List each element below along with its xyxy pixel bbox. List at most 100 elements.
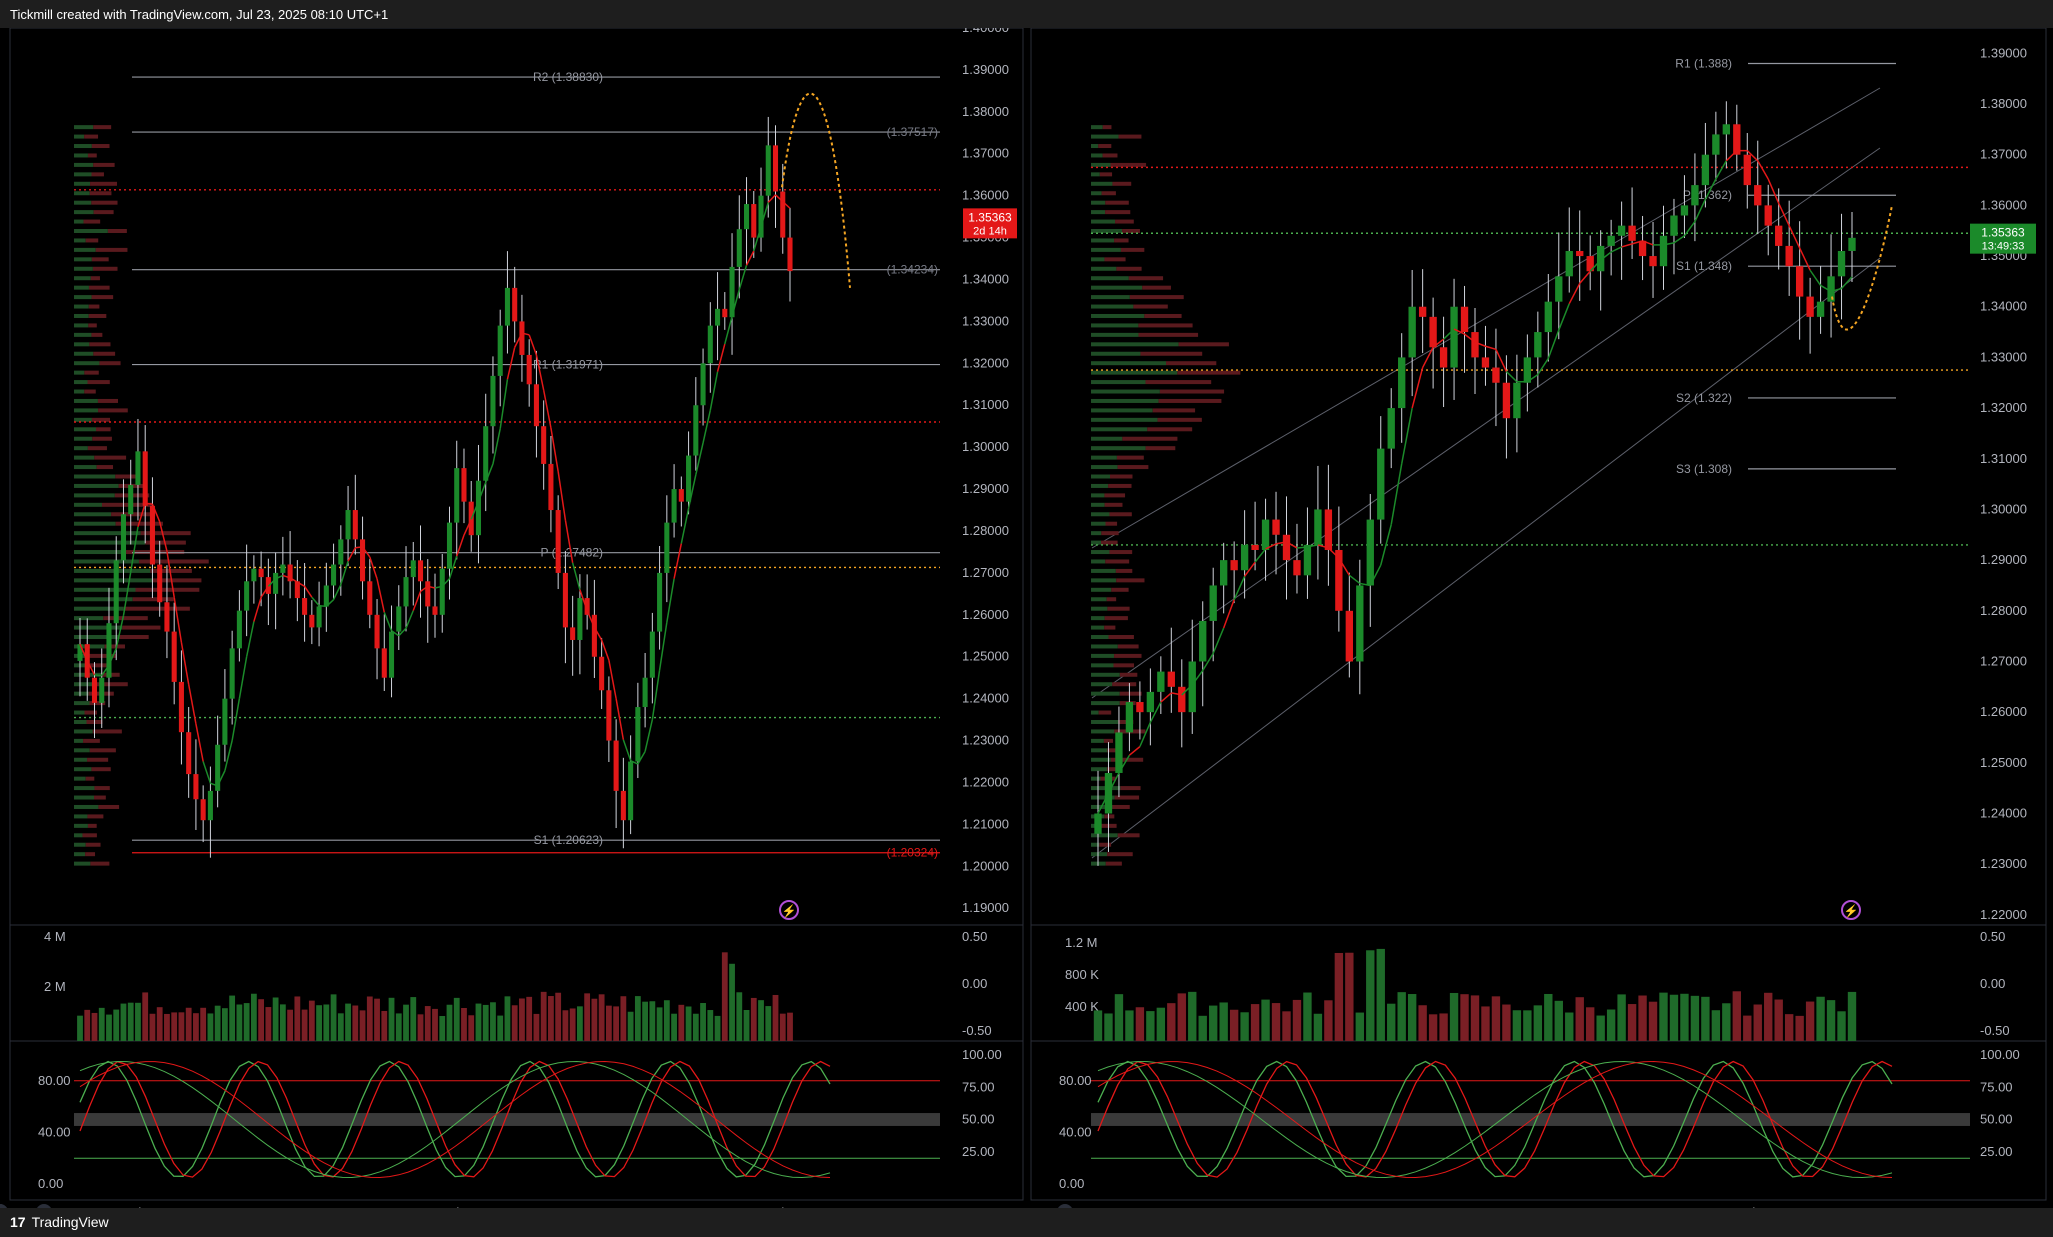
- profile-bar-down: [89, 191, 112, 196]
- profile-bar-up: [1091, 398, 1159, 403]
- tradingview-brand[interactable]: 17 TradingView: [10, 1214, 109, 1230]
- profile-bar-down: [1120, 247, 1145, 252]
- moving-average-segment: [1286, 541, 1298, 549]
- profile-bar-down: [115, 474, 139, 479]
- volume-bar: [1596, 1015, 1605, 1041]
- volume-bar: [432, 1008, 438, 1041]
- price-tick-label: 1.30000: [962, 439, 1009, 454]
- profile-bar-up: [1091, 559, 1106, 564]
- candle-body: [1576, 250, 1584, 257]
- profile-bar-up: [74, 483, 119, 488]
- profile-bar-down: [107, 229, 127, 234]
- volume-bar: [337, 1013, 344, 1041]
- candle-body: [157, 564, 163, 603]
- profile-bar-up: [1091, 219, 1116, 224]
- profile-bar-up: [74, 134, 85, 139]
- moving-average-segment: [586, 610, 596, 628]
- candle-body: [1157, 671, 1165, 692]
- candle-body: [577, 598, 583, 640]
- profile-bar-down: [1140, 351, 1203, 356]
- volume-bar: [171, 1012, 178, 1041]
- candle-body: [678, 489, 684, 502]
- candle-body: [765, 145, 771, 196]
- volume-bar: [461, 1008, 467, 1041]
- moving-average-segment: [289, 577, 298, 583]
- chart-canvas[interactable]: 1.400001.390001.380001.370001.360001.350…: [0, 28, 2053, 1208]
- moving-average-segment: [369, 556, 378, 580]
- volume-bar: [700, 1003, 706, 1041]
- pivot-level-label: S1 (1.348): [1676, 259, 1732, 273]
- profile-bar-up: [74, 153, 88, 158]
- profile-bar-up: [1091, 181, 1113, 186]
- candle-body: [1544, 301, 1552, 333]
- volume-bar: [1460, 994, 1469, 1041]
- profile-bar-up: [74, 719, 87, 724]
- volume-bar: [526, 996, 533, 1041]
- moving-average-segment: [311, 596, 320, 607]
- profile-bar-up: [74, 502, 102, 507]
- candle-body: [671, 489, 677, 523]
- volume-bar: [1219, 1002, 1228, 1041]
- profile-bar-down: [1098, 144, 1112, 149]
- moving-average-segment: [1128, 746, 1141, 756]
- candle-body: [635, 707, 641, 762]
- moving-average-segment: [340, 560, 349, 585]
- candle-body: [345, 510, 351, 540]
- profile-bar-down: [83, 738, 100, 743]
- candle-body: [1314, 509, 1322, 545]
- moving-average-segment: [1558, 303, 1570, 331]
- volume-bar: [395, 1013, 402, 1041]
- moving-average-segment: [709, 371, 719, 411]
- volume-bar: [403, 1004, 409, 1041]
- candle-body: [1293, 560, 1301, 576]
- moving-average-segment: [1830, 287, 1842, 293]
- volume-bar: [765, 1006, 772, 1041]
- moving-average-segment: [129, 526, 139, 573]
- auto-scale-button: [0, 1204, 7, 1208]
- profile-bar-down: [88, 323, 97, 328]
- moving-average-segment: [680, 508, 690, 544]
- candle-body: [171, 631, 177, 682]
- volume-right-label: 0.50: [1980, 929, 2005, 944]
- price-tick-label: 1.24000: [962, 691, 1009, 706]
- profile-bar-up: [1091, 757, 1111, 762]
- profile-bar-down: [1158, 398, 1222, 403]
- moving-average-segment: [145, 502, 153, 505]
- candle-body: [367, 581, 373, 615]
- moving-average-segment: [514, 332, 523, 348]
- volume-axis-label: 400 K: [1065, 999, 1099, 1014]
- profile-bar-up: [74, 465, 97, 470]
- profile-bar-down: [1113, 663, 1135, 668]
- candle-body: [1617, 225, 1626, 236]
- moving-average-segment: [651, 670, 661, 720]
- volume-bar: [265, 1007, 272, 1041]
- price-tick-label: 1.22000: [962, 774, 1009, 789]
- candle-body: [1492, 367, 1500, 383]
- profile-bar-up: [1091, 644, 1118, 649]
- volume-bar: [591, 998, 598, 1041]
- candle-body: [1513, 382, 1521, 419]
- profile-bar-up: [1091, 550, 1110, 555]
- stoch-left-label: 40.00: [1059, 1124, 1092, 1139]
- profile-bar-up: [1091, 512, 1110, 517]
- stoch-d-line: [79, 1060, 831, 1178]
- candle-body: [1827, 276, 1835, 302]
- price-tick-label: 1.38000: [962, 104, 1009, 119]
- volume-bar: [1617, 994, 1626, 1041]
- left-chart-panel[interactable]: 1.400001.390001.380001.370001.360001.350…: [0, 28, 1024, 1208]
- profile-bar-down: [1101, 540, 1118, 545]
- time-tick-label: Jul: [1739, 1205, 1756, 1208]
- candle-body: [1125, 702, 1134, 733]
- candle-body: [1188, 661, 1196, 713]
- profile-bar-up: [1091, 361, 1167, 366]
- volume-bar: [772, 994, 779, 1041]
- volume-bar: [1847, 991, 1857, 1041]
- profile-bar-up: [74, 786, 95, 791]
- volume-bar: [1743, 1015, 1752, 1041]
- profile-bar-down: [1166, 361, 1217, 366]
- stoch-slow-k-line: [1097, 1060, 1893, 1179]
- moving-average-segment: [1495, 348, 1508, 372]
- profile-bar-down: [90, 181, 118, 186]
- profile-bar-down: [1144, 313, 1182, 318]
- right-chart-panel[interactable]: 1.390001.380001.370001.360001.350001.340…: [0, 28, 2047, 1208]
